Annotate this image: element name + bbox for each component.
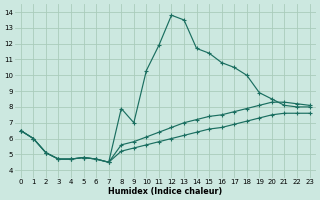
X-axis label: Humidex (Indice chaleur): Humidex (Indice chaleur) (108, 187, 222, 196)
